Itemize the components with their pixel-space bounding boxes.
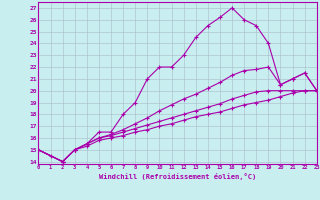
X-axis label: Windchill (Refroidissement éolien,°C): Windchill (Refroidissement éolien,°C) — [99, 173, 256, 180]
